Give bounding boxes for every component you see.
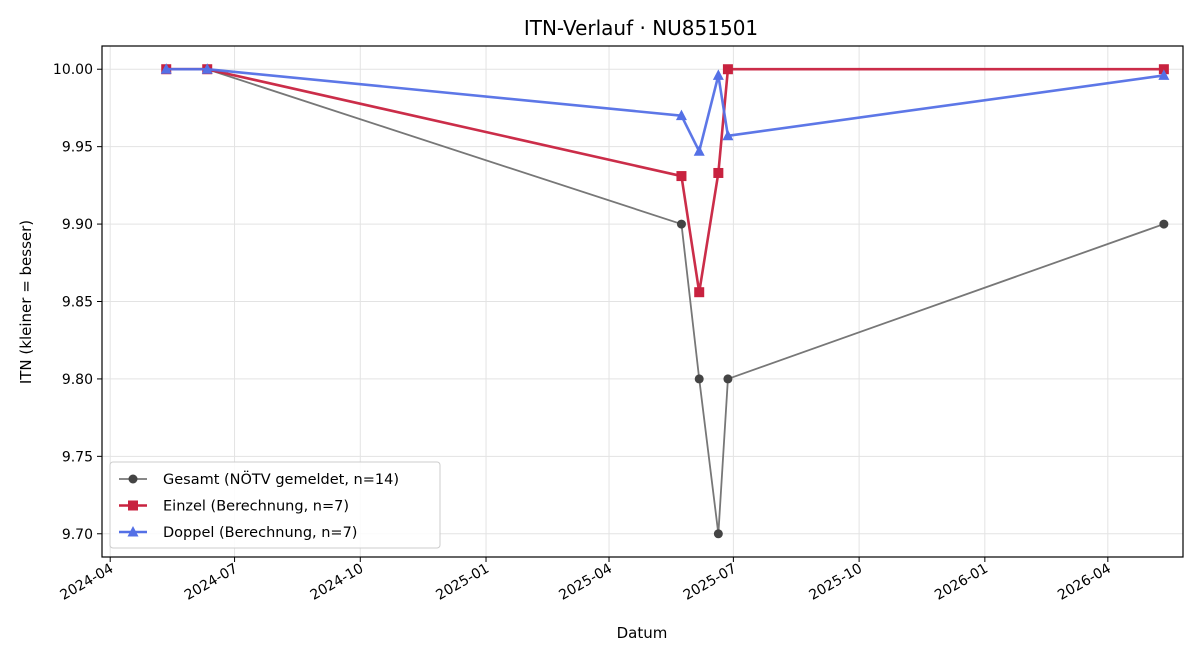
legend-box (109, 461, 441, 549)
x-tick-label: 2026-04 (1055, 561, 1114, 604)
data-point (712, 69, 724, 80)
data-point (1159, 219, 1169, 229)
y-axis: 9.70 9.75 9.80 9.85 9.90 9.95 10.00 (53, 62, 102, 543)
data-point (694, 374, 704, 384)
legend-item: Doppel (Berechnung, n=7) (119, 525, 357, 541)
series-line (166, 67, 1165, 153)
x-tick-label: 2025-01 (433, 561, 492, 604)
data-point (675, 109, 687, 121)
y-tick-label: 9.80 (62, 372, 93, 388)
data-point (723, 374, 733, 384)
data-point (722, 129, 734, 141)
legend-label: Gesamt (NÖTV gemeldet, n=14) (163, 470, 399, 488)
chart-title: ITN-Verlauf · NU851501 (524, 16, 758, 40)
legend-marker (128, 500, 138, 511)
legend-label: Einzel (Berechnung, n=7) (163, 499, 349, 515)
grid-lines (102, 46, 1183, 557)
legend-marker (127, 526, 139, 537)
series-2 (160, 63, 1170, 156)
x-tick-label: 2024-07 (182, 561, 241, 604)
x-tick-label: 2024-10 (308, 561, 367, 604)
x-tick-label: 2025-04 (556, 561, 615, 604)
series-layer (160, 63, 1170, 539)
legend-item: Gesamt (NÖTV gemeldet, n=14) (119, 470, 399, 488)
chart-legend: Gesamt (NÖTV gemeldet, n=14) Einzel (Bere… (109, 461, 441, 549)
y-tick-label: 9.90 (62, 217, 93, 233)
series-1 (161, 64, 1169, 298)
legend-marker (128, 474, 138, 484)
y-tick-label: 9.75 (62, 449, 93, 465)
legend-item: Einzel (Berechnung, n=7) (119, 499, 349, 515)
x-tick-label: 2025-10 (806, 561, 865, 604)
data-point (722, 64, 733, 75)
data-point (694, 287, 705, 298)
y-axis-label: ITN (kleiner = besser) (17, 220, 35, 384)
y-tick-label: 9.95 (62, 140, 93, 156)
data-point (676, 219, 686, 229)
data-point (713, 167, 724, 178)
x-tick-label: 2026-01 (932, 561, 991, 604)
data-point (1158, 64, 1169, 75)
data-point (693, 145, 705, 156)
x-axis: 2024-04 2024-07 2024-10 2025-01 2025-04 2025-… (58, 557, 1114, 604)
series-line (166, 67, 1164, 294)
data-point (713, 529, 723, 539)
data-point (1158, 69, 1170, 80)
x-tick-label: 2025-07 (681, 561, 740, 604)
data-point (201, 63, 213, 74)
x-tick-label: 2024-04 (58, 561, 117, 604)
y-tick-label: 9.70 (62, 527, 93, 543)
x-axis-label: Datum (617, 624, 668, 642)
data-point (676, 171, 687, 182)
legend-label: Doppel (Berechnung, n=7) (163, 525, 357, 541)
y-tick-label: 9.85 (62, 295, 93, 311)
y-tick-label: 10.00 (53, 62, 93, 78)
data-point (160, 63, 172, 74)
